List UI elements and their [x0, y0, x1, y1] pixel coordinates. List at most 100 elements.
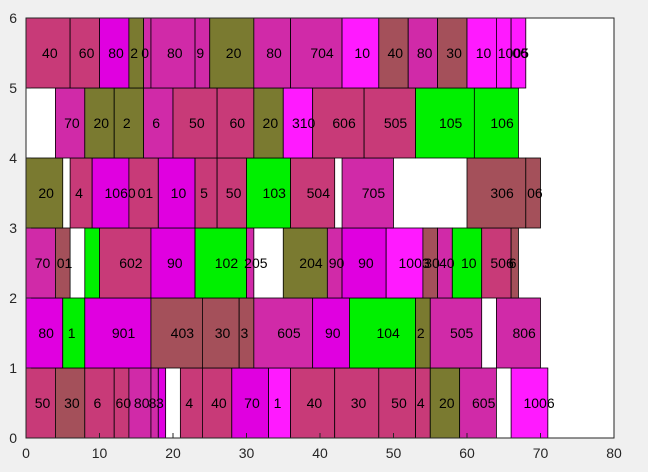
chart-box — [99, 17, 130, 89]
box-label: 3 — [241, 325, 249, 341]
box-label: 6 — [152, 115, 160, 131]
box-label: 20 — [263, 115, 279, 131]
chart-box — [25, 227, 56, 299]
box-label: 806 — [512, 325, 536, 341]
box-label: 205 — [244, 255, 268, 271]
box-label: 60 — [229, 115, 245, 131]
chart-box — [290, 17, 343, 89]
chart-box — [341, 157, 394, 229]
box-label: 30 — [64, 395, 80, 411]
box-label: 901 — [112, 325, 136, 341]
box-label: 1005 — [498, 45, 529, 61]
chart-box — [143, 87, 174, 159]
box-label: 5 — [200, 185, 208, 201]
box-label: 50 — [226, 185, 242, 201]
x-tick-label: 0 — [22, 445, 30, 461]
box-label: 90 — [325, 325, 341, 341]
box-label: 606 — [332, 115, 356, 131]
box-label: 403 — [171, 325, 195, 341]
box-label: 2 — [130, 45, 138, 61]
box-label: 505 — [384, 115, 408, 131]
box-label: 40 — [388, 45, 404, 61]
chart-box — [341, 227, 387, 299]
chart-box — [25, 297, 64, 369]
box-label: 1060 — [105, 185, 136, 201]
box-label: 30 — [446, 45, 462, 61]
box-label: 20 — [38, 185, 54, 201]
box-label: 1 — [68, 325, 76, 341]
box-label: 10 — [171, 185, 187, 201]
box-label: 705 — [362, 185, 386, 201]
x-tick-label: 60 — [459, 445, 475, 461]
box-label: 605 — [472, 395, 496, 411]
y-tick-label: 6 — [9, 10, 17, 26]
chart-box — [290, 157, 336, 229]
box-label: 204 — [299, 255, 323, 271]
box-label: 90 — [167, 255, 183, 271]
chart-box — [246, 157, 291, 229]
y-tick-label: 0 — [9, 430, 17, 446]
box-label: 306 — [490, 185, 514, 201]
box-label: 30 — [215, 325, 231, 341]
box-label: 4 — [185, 395, 193, 411]
box-label: 70 — [64, 115, 80, 131]
chart-box — [84, 297, 152, 369]
box-label: 106 — [490, 115, 514, 131]
y-tick-label: 3 — [9, 220, 17, 236]
box-label: 505 — [450, 325, 474, 341]
chart-box — [25, 157, 64, 229]
y-tick-label: 1 — [9, 360, 17, 376]
chart-box — [209, 17, 255, 89]
box-label: 90 — [358, 255, 374, 271]
box-label: 40 — [439, 255, 455, 271]
chart-box — [429, 367, 461, 439]
box-label: 50 — [189, 115, 205, 131]
box-label: 50 — [35, 395, 51, 411]
box-label: 40 — [211, 395, 227, 411]
box-label: 01 — [57, 255, 73, 271]
chart-box — [150, 297, 203, 369]
boxes-layer — [25, 17, 549, 439]
chart-box — [525, 157, 541, 229]
box-label: 80 — [266, 45, 282, 61]
box-label: 40 — [42, 45, 58, 61]
chart-box — [201, 297, 240, 369]
chart-box — [341, 17, 380, 89]
box-label: 102 — [215, 255, 239, 271]
box-label: 2 — [417, 325, 425, 341]
chart-box — [495, 297, 541, 369]
y-tick-label: 2 — [9, 290, 17, 306]
x-tick-label: 80 — [606, 445, 622, 461]
chart-box — [481, 227, 512, 299]
box-label: 1006 — [523, 395, 554, 411]
chart-box — [459, 367, 497, 439]
box-label: 8 — [149, 395, 157, 411]
box-label: 60 — [79, 45, 95, 61]
box-label: 602 — [119, 255, 143, 271]
chart-box — [312, 297, 350, 369]
x-tick-label: 50 — [386, 445, 402, 461]
box-label: 80 — [38, 325, 54, 341]
box-label: 605 — [277, 325, 301, 341]
chart-box — [150, 17, 196, 89]
chart-box — [451, 227, 483, 299]
chart-box — [334, 367, 380, 439]
chart-box — [128, 157, 159, 229]
box-label: 30 — [351, 395, 367, 411]
box-label: 20 — [94, 115, 110, 131]
chart-box — [363, 87, 416, 159]
x-tick-label: 10 — [92, 445, 108, 461]
box-label: 90 — [329, 255, 345, 271]
box-label: 01 — [138, 185, 154, 201]
x-tick-label: 30 — [239, 445, 255, 461]
box-label: 06 — [527, 185, 543, 201]
box-label: 30 — [424, 255, 440, 271]
box-label: 70 — [244, 395, 260, 411]
box-label: 70 — [35, 255, 51, 271]
box-label: 104 — [376, 325, 400, 341]
y-tick-label: 5 — [9, 80, 17, 96]
